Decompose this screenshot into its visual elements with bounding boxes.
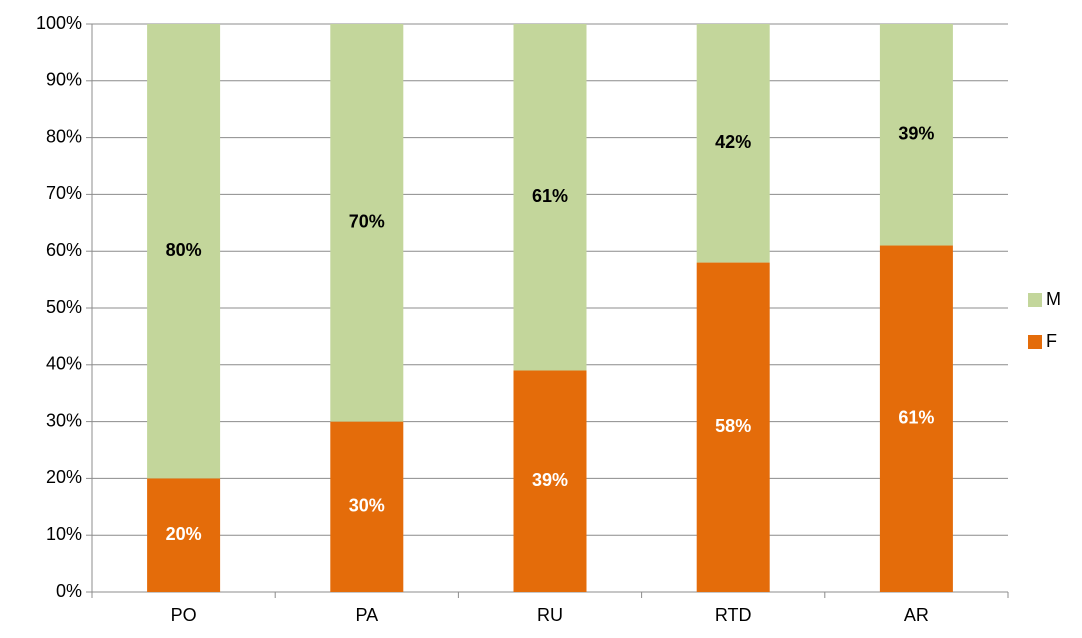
y-tick-label: 70% <box>46 183 82 203</box>
bar-segment <box>513 24 587 371</box>
bar-segment <box>330 24 404 422</box>
legend-label: F <box>1046 331 1057 351</box>
y-tick-label: 90% <box>46 70 82 90</box>
y-tick-label: 60% <box>46 240 82 260</box>
y-tick-label: 80% <box>46 126 82 146</box>
y-tick-label: 10% <box>46 524 82 544</box>
data-label: 80% <box>166 240 202 260</box>
x-tick-label: AR <box>904 605 929 625</box>
data-label: 30% <box>349 496 385 516</box>
y-tick-label: 20% <box>46 467 82 487</box>
bar-segment <box>879 245 953 592</box>
data-label: 70% <box>349 212 385 232</box>
bar-segment <box>330 421 404 592</box>
legend-swatch <box>1028 335 1042 349</box>
x-tick-label: PA <box>355 605 378 625</box>
y-tick-label: 30% <box>46 410 82 430</box>
bar-segment <box>696 24 770 263</box>
legend-swatch <box>1028 293 1042 307</box>
data-label: 39% <box>898 124 934 144</box>
y-tick-label: 50% <box>46 297 82 317</box>
data-label: 20% <box>166 524 202 544</box>
y-tick-label: 0% <box>56 581 82 601</box>
x-tick-label: RU <box>537 605 563 625</box>
bar-segment <box>147 24 221 479</box>
bar-segment <box>879 24 953 246</box>
data-label: 61% <box>532 186 568 206</box>
data-label: 58% <box>715 416 751 436</box>
x-tick-label: RTD <box>715 605 752 625</box>
data-label: 42% <box>715 132 751 152</box>
bar-segment <box>147 478 221 592</box>
data-label: 61% <box>898 408 934 428</box>
legend-label: M <box>1046 289 1061 309</box>
data-label: 39% <box>532 470 568 490</box>
bar-segment <box>696 262 770 592</box>
y-tick-label: 40% <box>46 354 82 374</box>
x-tick-label: PO <box>171 605 197 625</box>
y-tick-label: 100% <box>36 13 82 33</box>
bar-segment <box>513 370 587 592</box>
